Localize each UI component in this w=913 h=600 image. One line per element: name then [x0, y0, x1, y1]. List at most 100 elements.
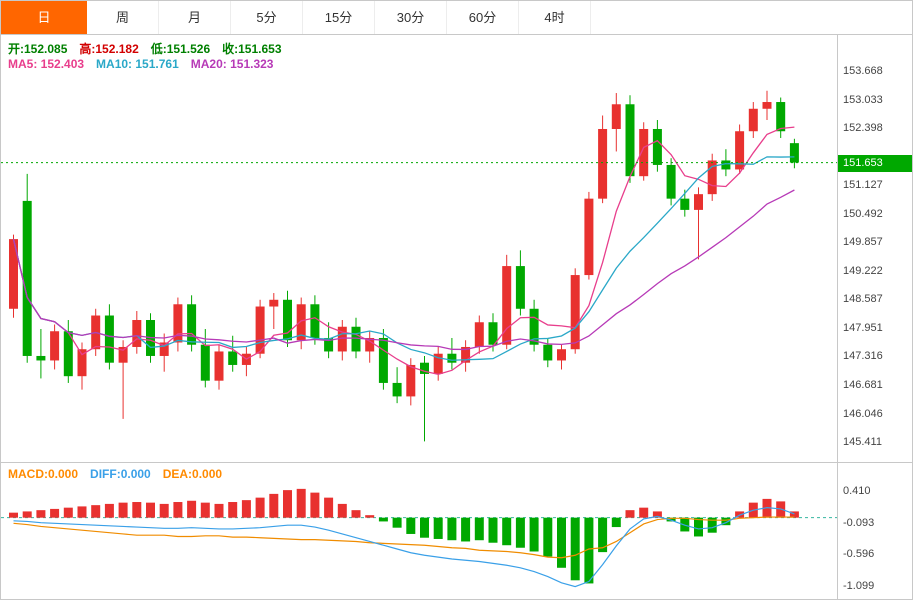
candle-body	[557, 349, 566, 361]
price-tick: 150.492	[843, 207, 883, 220]
candle-body	[50, 331, 60, 361]
tab-day[interactable]: 日	[1, 1, 87, 34]
candle-body	[36, 355, 46, 361]
macd-histogram-bar	[365, 515, 375, 518]
macd-histogram-bar	[406, 517, 416, 534]
macd-value-0: MACD:0.000	[8, 467, 79, 481]
price-tick: 148.587	[843, 293, 883, 306]
ma-value-2: MA20: 151.323	[190, 57, 274, 71]
macd-chart-canvas[interactable]	[1, 463, 837, 600]
macd-histogram-bar	[474, 517, 484, 541]
candle-body	[420, 362, 429, 374]
macd-histogram-bar	[598, 517, 608, 553]
candle-body	[337, 326, 347, 352]
price-tick: 151.127	[843, 179, 883, 192]
candle-body	[187, 304, 197, 345]
candle-body	[584, 198, 594, 276]
macd-histogram-bar	[789, 511, 799, 518]
price-tick: 147.951	[843, 321, 883, 334]
macd-histogram-bar	[447, 517, 457, 541]
tab-month[interactable]: 月	[159, 1, 231, 34]
macd-histogram-bar	[639, 507, 649, 518]
candle-body	[461, 346, 471, 363]
candle-body	[255, 306, 265, 354]
candle-body	[22, 200, 32, 356]
price-tick: 146.681	[843, 379, 883, 392]
macd-histogram-bar	[570, 517, 580, 581]
candle-body	[694, 194, 703, 210]
macd-histogram-bar	[9, 512, 18, 518]
tab-5min[interactable]: 5分	[231, 1, 303, 34]
macd-value-2: DEA:0.000	[162, 467, 223, 481]
macd-histogram-bar	[283, 490, 292, 518]
macd-histogram-bar	[63, 507, 73, 518]
price-tick: 149.857	[843, 236, 883, 249]
candle-body	[378, 337, 388, 383]
tab-week[interactable]: 周	[87, 1, 159, 34]
candle-body	[529, 308, 539, 345]
macd-histogram-bar	[652, 511, 662, 518]
macd-tick: -0.596	[843, 548, 875, 560]
ma20-line	[12, 189, 795, 351]
candle-body	[324, 337, 334, 352]
candle-body	[269, 299, 279, 307]
candle-body	[200, 344, 210, 381]
macd-histogram-bar	[694, 517, 703, 537]
candle-body	[214, 351, 224, 381]
macd-histogram-bar	[584, 517, 594, 584]
candle-body	[351, 326, 361, 352]
candle-body	[433, 353, 443, 374]
price-tick: 146.046	[843, 407, 883, 420]
macd-tick: -0.093	[843, 516, 875, 529]
macd-histogram-bar	[666, 517, 676, 522]
tab-30min[interactable]: 30分	[375, 1, 447, 34]
ohlc-value-2: 低:151.526	[150, 42, 211, 56]
macd-histogram-bar	[707, 517, 717, 533]
candle-body	[488, 322, 498, 345]
candle-body	[104, 315, 114, 363]
candle-body	[748, 108, 758, 132]
macd-histogram-bar	[543, 517, 553, 557]
candle-body	[776, 102, 786, 132]
candle-body	[666, 164, 676, 199]
price-tick: 145.411	[843, 436, 882, 449]
ma-value-0: MA5: 152.403	[8, 57, 85, 71]
candle-body	[543, 344, 553, 361]
macd-histogram-bar	[187, 500, 197, 518]
candle-body	[598, 128, 608, 199]
candle-body	[639, 128, 649, 177]
candle-body	[721, 160, 731, 170]
macd-info-line: MACD:0.000 DIFF:0.000 DEA:0.000	[8, 467, 234, 481]
candle-body	[707, 160, 717, 195]
ohlc-value-3: 收:151.653	[222, 42, 282, 56]
macd-histogram-bar	[433, 517, 443, 539]
macd-histogram-bar	[502, 517, 512, 546]
ohlc-value-1: 高:152.182	[79, 42, 139, 56]
macd-histogram-bar	[269, 493, 279, 518]
tab-15min[interactable]: 15分	[303, 1, 375, 34]
macd-histogram-bar	[721, 517, 731, 526]
macd-tick: 0.410	[843, 485, 871, 497]
macd-histogram-bar	[378, 517, 388, 522]
macd-histogram-bar	[351, 510, 361, 518]
macd-histogram-bar	[146, 502, 155, 518]
macd-histogram-bar	[241, 500, 251, 518]
candle-body	[502, 266, 512, 345]
macd-histogram-bar	[762, 498, 772, 518]
macd-histogram-bar	[132, 502, 142, 518]
tab-4hour[interactable]: 4时	[519, 1, 591, 34]
macd-histogram-bar	[77, 506, 87, 518]
macd-histogram-bar	[529, 517, 539, 552]
candle-body	[625, 104, 635, 177]
price-tick: 153.033	[843, 93, 883, 106]
candle-body	[406, 364, 416, 397]
ohlc-info-line: 开:152.085 高:152.182 低:151.526 收:151.653	[8, 40, 294, 57]
candle-body	[392, 382, 402, 397]
ma10-line	[12, 156, 795, 361]
macd-histogram-bar	[228, 502, 238, 518]
tab-60min[interactable]: 60分	[447, 1, 519, 34]
macd-panel: MACD:0.000 DIFF:0.000 DEA:0.000 0.410 -0.09…	[1, 462, 912, 600]
macd-histogram-bar	[611, 517, 621, 528]
macd-histogram-bar	[91, 505, 101, 518]
candlestick-chart-canvas[interactable]	[1, 35, 837, 462]
